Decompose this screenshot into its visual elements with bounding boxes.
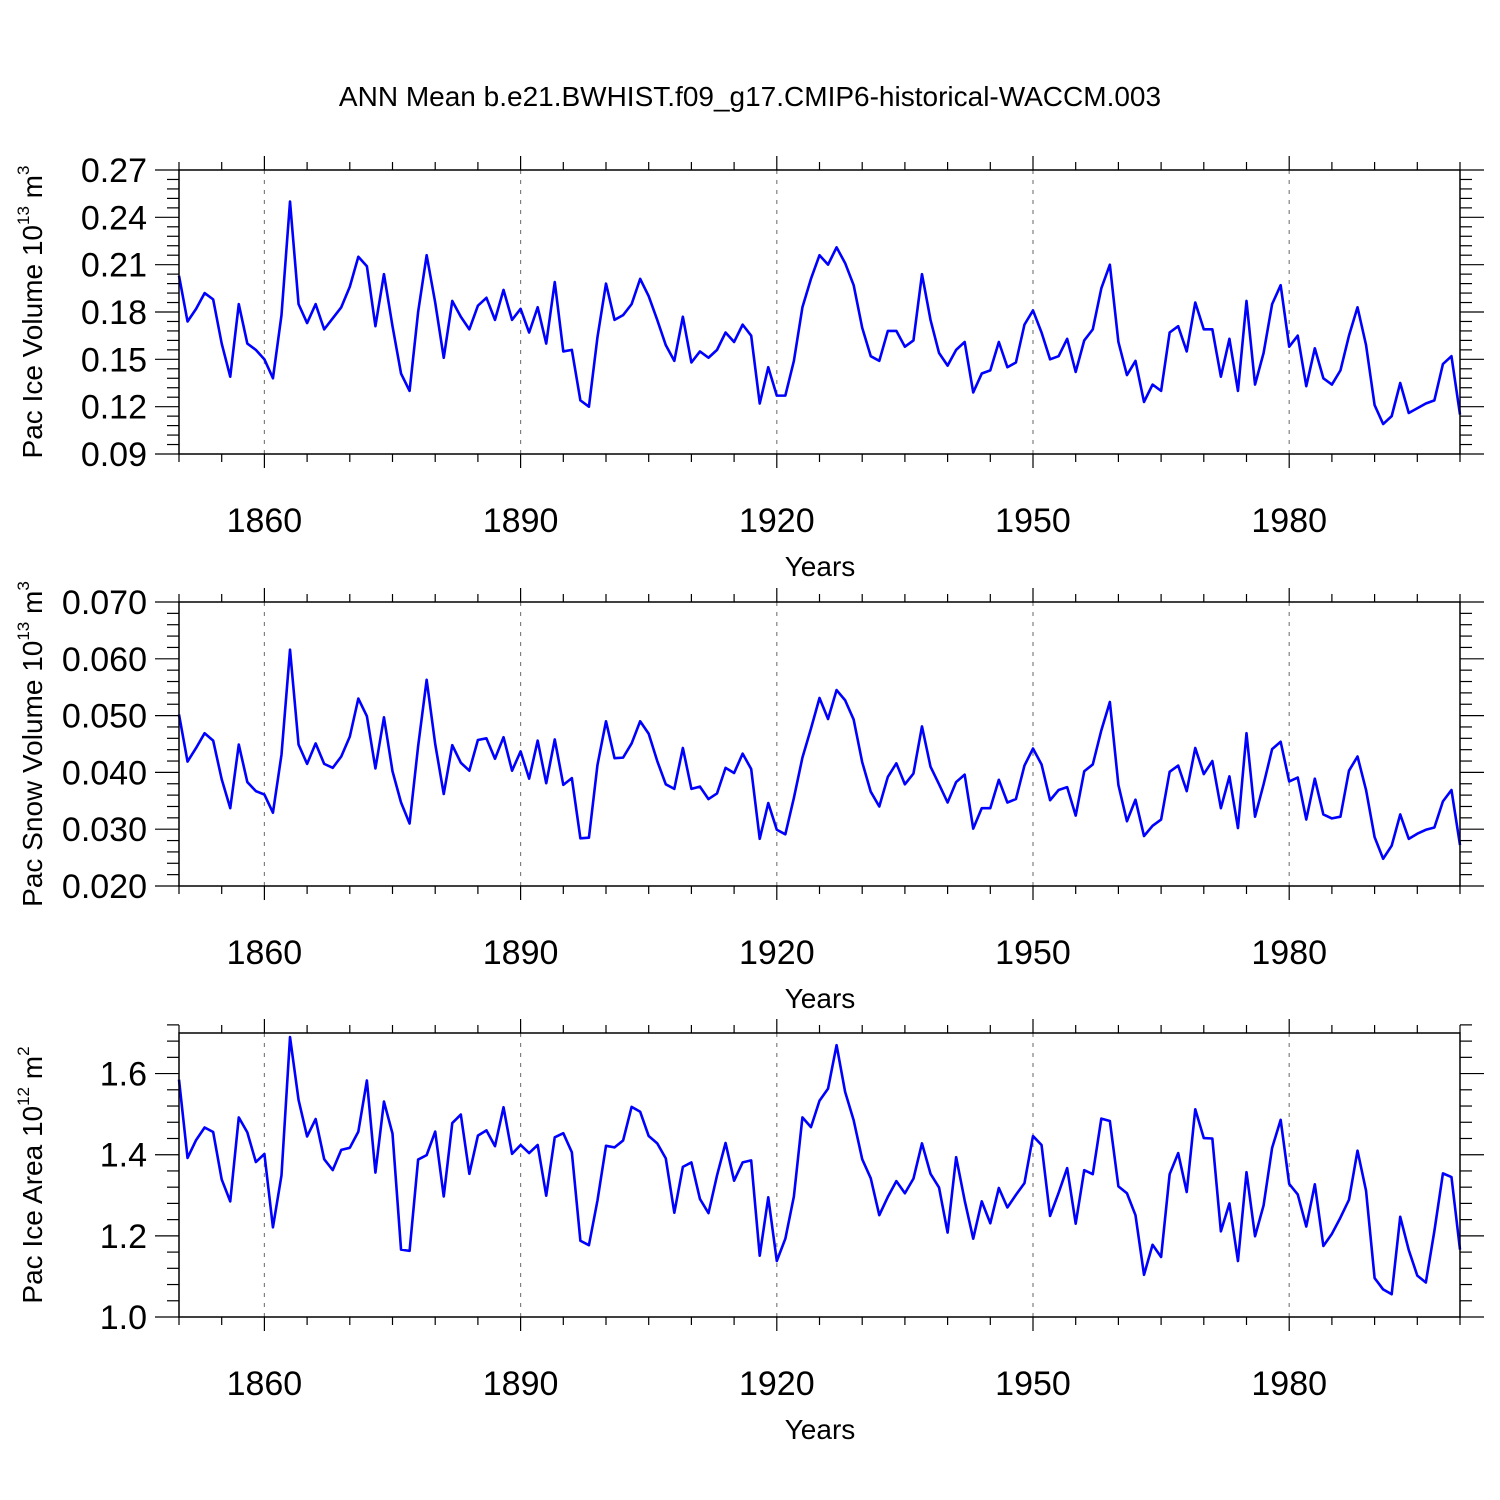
x-axis-label: Years — [785, 983, 856, 1014]
x-tick-label: 1860 — [227, 502, 303, 540]
y-tick-label: 0.060 — [62, 641, 147, 679]
y-tick-label: 0.18 — [81, 294, 147, 332]
series-line — [177, 200, 1462, 426]
y-axis-label-exponent: 12 — [14, 1087, 33, 1106]
x-tick-label: 1980 — [1251, 502, 1327, 540]
series-line — [177, 1035, 1462, 1296]
x-tick-label: 1890 — [483, 934, 559, 972]
y-axis-label-text: Pac Snow Volume 10 — [17, 641, 48, 907]
y-axis-label-unit-exponent: 3 — [14, 581, 33, 590]
x-tick-label: 1860 — [227, 1365, 303, 1403]
y-tick-label: 0.24 — [81, 199, 147, 237]
x-tick-label: 1980 — [1251, 1365, 1327, 1403]
y-tick-label: 1.2 — [100, 1218, 147, 1256]
y-axis-label: Pac Ice Volume 1013 m3 — [14, 166, 48, 459]
panel-1: 0.09 0.12 0.15 0.18 0.21 0.24 0.27 1860 1890 1920… — [14, 152, 1484, 582]
panel-3: 1.0 1.2 1.4 1.6 1860 1890 1920 1950 1980 Years Pac… — [14, 1019, 1484, 1445]
y-tick-label: 0.09 — [81, 436, 147, 474]
x-tick-label: 1950 — [995, 1365, 1071, 1403]
y-tick-label: 0.15 — [81, 341, 147, 379]
x-tick-label: 1980 — [1251, 934, 1327, 972]
x-tick-label: 1890 — [483, 502, 559, 540]
x-tick-label: 1920 — [739, 1365, 815, 1403]
y-axis-label-unit: m — [17, 591, 48, 622]
y-tick-label: 0.070 — [62, 584, 147, 622]
y-tick-label: 0.040 — [62, 754, 147, 792]
figure-title: ANN Mean b.e21.BWHIST.f09_g17.CMIP6-hist… — [339, 81, 1161, 112]
panels: 0.09 0.12 0.15 0.18 0.21 0.24 0.27 1860 1890 1920… — [14, 152, 1484, 1445]
x-tick-label: 1950 — [995, 934, 1071, 972]
y-axis-label-exponent: 13 — [14, 622, 33, 641]
y-tick-label: 1.4 — [100, 1137, 147, 1175]
x-tick-label: 1860 — [227, 934, 303, 972]
x-tick-label: 1950 — [995, 502, 1071, 540]
y-axis-label: Pac Ice Area 1012 m2 — [14, 1046, 48, 1303]
x-tick-label: 1920 — [739, 934, 815, 972]
y-axis-label-exponent: 13 — [14, 206, 33, 225]
panel-2: 0.020 0.030 0.040 0.050 0.060 0.070 1860 1890 19… — [14, 581, 1484, 1014]
x-axis-label: Years — [785, 1414, 856, 1445]
y-axis-label-unit-exponent: 2 — [14, 1046, 33, 1055]
x-tick-label: 1890 — [483, 1365, 559, 1403]
y-tick-label: 0.27 — [81, 152, 147, 190]
series-line — [177, 648, 1462, 861]
y-axis-label-unit: m — [17, 1056, 48, 1087]
y-tick-label: 0.050 — [62, 698, 147, 736]
y-tick-label: 1.6 — [100, 1056, 147, 1094]
y-axis-label-unit: m — [17, 175, 48, 206]
x-tick-label: 1920 — [739, 502, 815, 540]
y-tick-label: 1.0 — [100, 1299, 147, 1337]
y-axis-label-text: Pac Ice Volume 10 — [17, 225, 48, 458]
y-tick-label: 0.030 — [62, 811, 147, 849]
x-axis-label: Years — [785, 551, 856, 582]
y-tick-label: 0.21 — [81, 247, 147, 285]
y-axis-label: Pac Snow Volume 1013 m3 — [14, 581, 48, 907]
y-tick-label: 0.12 — [81, 389, 147, 427]
y-axis-label-unit-exponent: 3 — [14, 166, 33, 175]
y-tick-label: 0.020 — [62, 868, 147, 906]
y-axis-label-text: Pac Ice Area 10 — [17, 1106, 48, 1304]
